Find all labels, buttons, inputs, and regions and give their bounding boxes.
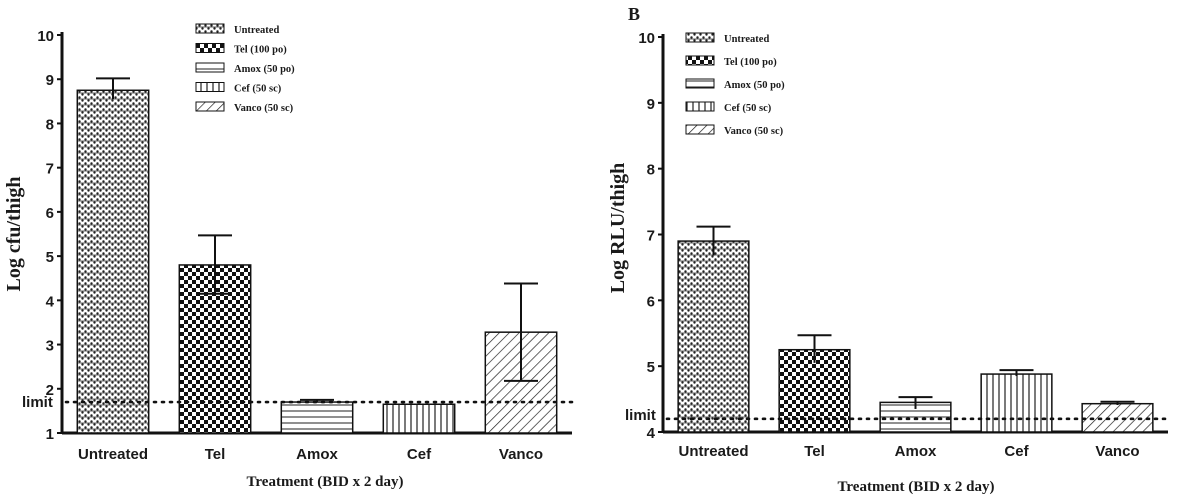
panel-a-legend-label: Amox (50 po) <box>234 64 295 75</box>
panel-a-category-label: Cef <box>407 446 432 463</box>
panel-b-legend-label: Vanco (50 sc) <box>724 126 784 137</box>
panel-b-y-tick-label: 9 <box>647 96 655 113</box>
panel-b-y-tick-label: 10 <box>638 30 655 47</box>
panel-b-legend-label: Amox (50 po) <box>724 80 785 91</box>
panel-a-legend-swatch <box>195 23 225 34</box>
panel-b-legend-swatch <box>685 32 715 43</box>
panel-b-y-tick-label: 7 <box>647 228 655 245</box>
panel-b-y-tick-label: 6 <box>647 293 655 310</box>
panel-a-legend-label: Cef (50 sc) <box>234 84 282 95</box>
panel-b-bar-cef <box>980 373 1053 433</box>
panel-a-category-label: Amox <box>296 446 338 463</box>
panel-b-legend-swatch <box>685 55 715 66</box>
panel-a-y-tick-label: 6 <box>46 205 54 222</box>
panel-b-category-label: Vanco <box>1095 443 1139 460</box>
panel-b-legend-swatch <box>685 101 715 112</box>
panel-a-y-tick-label: 10 <box>37 28 54 45</box>
panel-a-y-tick-label: 7 <box>46 161 54 178</box>
panel-b-category-label: Cef <box>1004 443 1029 460</box>
panel-a-y-tick-label: 9 <box>46 72 54 89</box>
panel-a-y-tick-label: 4 <box>46 293 55 310</box>
panel-a-y-tick-label: 2 <box>46 382 54 399</box>
panel-a-legend-label: Tel (100 po) <box>234 45 287 56</box>
panel-b-legend-swatch <box>685 78 715 89</box>
panel-a-legend-swatch <box>195 62 225 73</box>
panel-b-legend-label: Untreated <box>724 34 769 45</box>
panel-a-y-axis-label: Log cfu/thigh <box>3 176 25 291</box>
panel-b-bar-untreated <box>677 240 750 433</box>
panel-a-x-axis-label: Treatment (BID x 2 day) <box>247 474 404 490</box>
panel-a-legend-swatch <box>195 82 225 92</box>
panel-b-limit-label: limit <box>625 407 656 424</box>
panel-a-legend-swatch <box>195 43 225 53</box>
panel-b-legend-swatch <box>685 124 715 135</box>
panel-b-category-label: Tel <box>804 443 825 460</box>
panel-a-legend-swatch <box>195 101 225 112</box>
panel-b-panel-label: B <box>628 4 640 24</box>
panel-b-y-tick-label: 4 <box>647 425 656 442</box>
panel-b-y-tick-label: 8 <box>647 162 655 179</box>
panel-b-legend-label: Tel (100 po) <box>724 57 777 68</box>
panel-a-bar-amox <box>280 401 354 434</box>
panel-a-y-tick-label: 5 <box>46 249 54 266</box>
panel-a-category-label: Vanco <box>499 446 543 463</box>
panel-a-legend-label: Vanco (50 sc) <box>234 103 294 114</box>
panel-b-y-tick-label: 5 <box>647 359 655 376</box>
panel-a-y-tick-label: 1 <box>46 426 54 443</box>
panel-b-legend-label: Cef (50 sc) <box>724 103 772 114</box>
panel-a-chart: 1 2 3 4 5 6 7 8 9 10 Log cfu/thigh Treatment (BID x… <box>3 23 574 490</box>
panel-a-bar-cef <box>382 403 456 434</box>
panel-b-category-label: Untreated <box>678 443 748 460</box>
panel-a-category-label: Untreated <box>78 446 148 463</box>
panel-a-bar-untreated <box>76 89 150 434</box>
panel-a-limit-label: limit <box>22 394 53 411</box>
panel-a-y-tick-label: 8 <box>46 116 54 133</box>
panel-a-category-label: Tel <box>205 446 226 463</box>
panel-b-chart: B 4 5 6 7 8 9 10 Log RLU/thigh Treatment (BID x 2… <box>607 4 1170 495</box>
panel-b-x-axis-label: Treatment (BID x 2 day) <box>838 479 995 495</box>
panel-b-category-label: Amox <box>895 443 937 460</box>
panel-b-y-axis-label: Log RLU/thigh <box>607 163 629 294</box>
panel-a-legend-label: Untreated <box>234 25 279 36</box>
panel-a-y-tick-label: 3 <box>46 338 54 355</box>
